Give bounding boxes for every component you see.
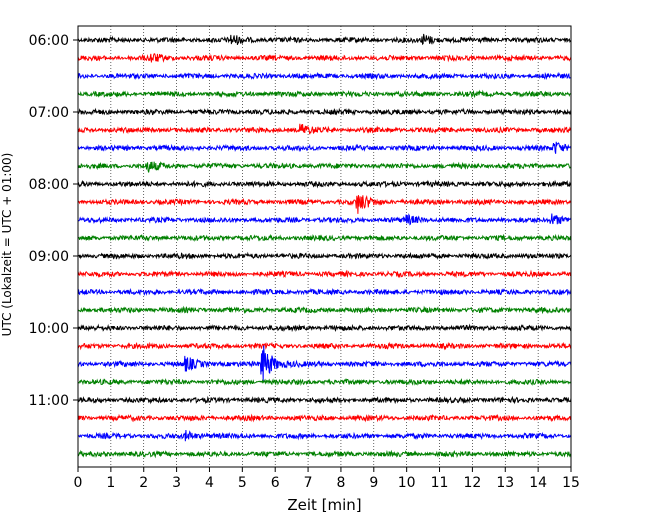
trace-1030 xyxy=(77,345,572,382)
trace-0800 xyxy=(77,179,572,189)
trace-1115 xyxy=(77,413,572,423)
x-axis: 0 1 2 3 4 5 6 7 8 9 10 11 12 13 14 15 xyxy=(74,467,580,491)
x-tick-label: 12 xyxy=(463,475,481,491)
x-tick-label: 11 xyxy=(431,475,449,491)
x-tick-label: 7 xyxy=(304,475,313,491)
trace-0645 xyxy=(77,89,572,99)
x-tick-label: 15 xyxy=(562,475,580,491)
trace-1015 xyxy=(77,341,572,351)
x-tick-label: 10 xyxy=(398,475,416,491)
trace-0815 xyxy=(77,195,572,214)
trace-0845 xyxy=(77,233,572,242)
trace-1045 xyxy=(77,377,572,386)
x-axis-label: Zeit [min] xyxy=(287,496,361,514)
trace-0715 xyxy=(77,123,572,135)
trace-0630 xyxy=(77,71,572,81)
y-tick-label: 09:00 xyxy=(29,249,69,265)
y-tick-label: 08:00 xyxy=(29,177,69,193)
traces xyxy=(77,33,572,459)
x-tick-label: 6 xyxy=(271,475,280,491)
trace-0730 xyxy=(77,141,572,154)
trace-0930 xyxy=(77,287,572,296)
trace-0900 xyxy=(77,251,572,260)
trace-0700 xyxy=(77,107,572,116)
x-tick-label: 1 xyxy=(106,475,115,491)
x-tick-label: 5 xyxy=(238,475,247,491)
y-axis-label: UTC (Lokalzeit = UTC + 01:00) xyxy=(0,153,14,337)
x-tick-label: 3 xyxy=(172,475,181,491)
plot-frame xyxy=(77,25,572,468)
trace-0600 xyxy=(77,33,572,46)
trace-1000 xyxy=(77,323,572,333)
x-tick-label: 4 xyxy=(205,475,214,491)
y-tick-label: 06:00 xyxy=(29,33,69,49)
x-tick-label: 2 xyxy=(139,475,148,491)
trace-1100 xyxy=(77,395,572,405)
trace-0745 xyxy=(77,161,572,173)
x-tick-label: 9 xyxy=(369,475,378,491)
y-axis: 06:00 07:00 08:00 09:00 10:00 11:00 xyxy=(29,33,78,409)
trace-1145 xyxy=(77,449,572,459)
x-tick-label: 13 xyxy=(496,475,514,491)
trace-0615 xyxy=(77,53,572,63)
y-tick-label: 10:00 xyxy=(29,321,69,337)
y-tick-label: 07:00 xyxy=(29,105,69,121)
x-tick-label: 8 xyxy=(336,475,345,491)
x-tick-label: 14 xyxy=(529,475,547,491)
x-tick-label: 0 xyxy=(74,475,83,491)
trace-1130 xyxy=(77,429,572,442)
trace-0830 xyxy=(77,213,572,226)
y-tick-label: 11:00 xyxy=(29,393,69,409)
trace-0915 xyxy=(77,269,572,279)
trace-0945 xyxy=(77,305,572,315)
